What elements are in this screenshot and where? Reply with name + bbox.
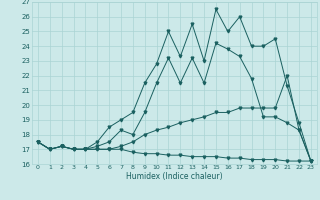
- X-axis label: Humidex (Indice chaleur): Humidex (Indice chaleur): [126, 172, 223, 181]
